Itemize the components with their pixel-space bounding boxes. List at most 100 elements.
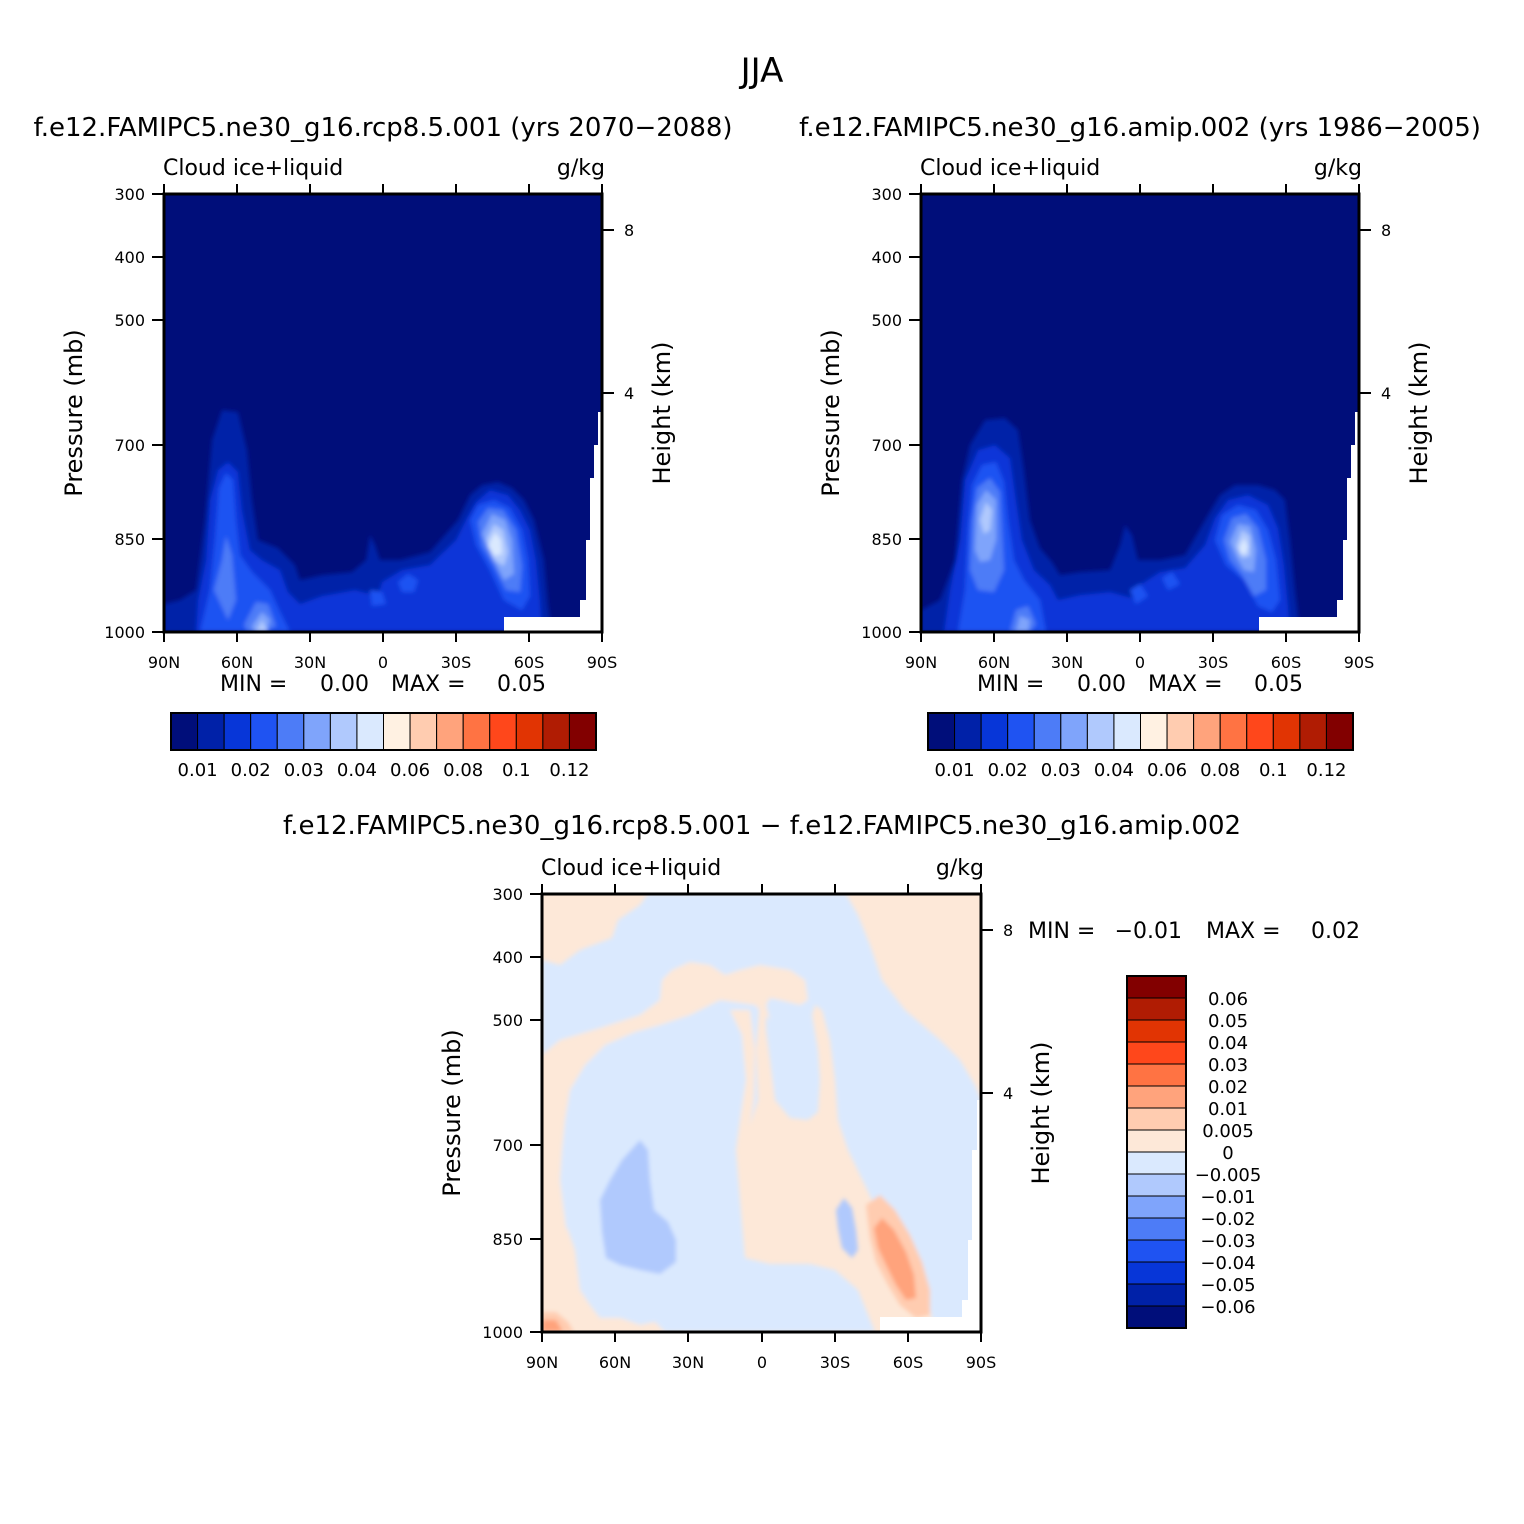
panel-3-plot-area <box>542 894 981 1332</box>
colorbar-label: 0.03 <box>284 760 324 781</box>
colorbar-swatch <box>1060 712 1088 751</box>
panel-2-x-tick-label: 60S <box>1271 653 1302 672</box>
colorbar-label: −0.04 <box>1200 1253 1255 1274</box>
panel-2-min-value: 0.00 <box>1077 672 1126 697</box>
colorbar-label: −0.05 <box>1200 1275 1255 1296</box>
colorbar-swatch <box>980 712 1009 751</box>
panel-3-y-tick-label: 300 <box>492 885 523 904</box>
colorbar-label: 0.02 <box>988 760 1028 781</box>
panel-2-title: f.e12.FAMIPC5.ne30_g16.amip.002 (yrs 198… <box>799 113 1481 143</box>
panel-1-x-tick-label: 60S <box>514 653 545 672</box>
panel-1-contour-level-5 <box>252 514 514 632</box>
panel-1-x-tick-label: 30N <box>294 653 326 672</box>
colorbar-label: 0.06 <box>1147 760 1187 781</box>
colorbar-swatch <box>1246 712 1274 751</box>
panel-1-y2-axis-title: Height (km) <box>648 342 676 485</box>
panel-1-contour-level-3 <box>200 473 530 632</box>
colorbar-swatch <box>1126 997 1187 1021</box>
panel-1-contour-level-2 <box>196 462 542 632</box>
panel-1-x-tick-label: 30S <box>441 653 472 672</box>
panel-1-y2-tick-labels: 8 4 <box>624 221 634 403</box>
panel-2-x-tick-label: 30S <box>1198 653 1229 672</box>
panel-1-units-label: g/kg <box>557 156 605 181</box>
colorbar-swatch <box>542 712 570 751</box>
panel-2-y-tick-label: 300 <box>871 185 902 204</box>
panel-3-y2-axis-title: Height (km) <box>1027 1042 1055 1185</box>
panel-3-y2-tick-label: 8 <box>1003 921 1013 940</box>
panel-2-x-tick-label: 90S <box>1344 653 1375 672</box>
panel-3-contour-negative-nh <box>600 1140 676 1274</box>
panel-1-y-axis-title: Pressure (mb) <box>60 329 88 496</box>
colorbar-swatch <box>1219 712 1248 751</box>
colorbar-label: 0.01 <box>935 760 975 781</box>
colorbar-swatch <box>1126 1041 1187 1065</box>
colorbar-swatch <box>303 712 331 751</box>
colorbar-label: 0.01 <box>178 760 218 781</box>
colorbar-label: 0.005 <box>1202 1121 1254 1142</box>
colorbar-swatch <box>1126 975 1187 999</box>
colorbar-swatch <box>356 712 384 751</box>
panel-2-y-axis-title: Pressure (mb) <box>817 329 845 496</box>
colorbar-label: 0.04 <box>337 760 377 781</box>
panel-2-y-tick-labels: 300 400 500 700 850 1000 <box>861 185 902 642</box>
panel-1-y2-tick-label: 4 <box>624 384 634 403</box>
colorbar-label: −0.005 <box>1195 1165 1262 1186</box>
panel-2-x-tick-label: 90N <box>905 653 937 672</box>
colorbar-swatch <box>1126 1107 1187 1131</box>
panel-1-x-tick-labels: 90N 60N 30N 0 30S 60S 90S <box>148 653 617 672</box>
panel-2-contour-level-7 <box>1239 538 1248 554</box>
colorbar-label: 0.02 <box>1208 1077 1248 1098</box>
panel-2-contours <box>921 418 1300 632</box>
panel-2-x-tick-label: 0 <box>1135 653 1145 672</box>
panel-1-x-tick-label: 0 <box>378 653 388 672</box>
panel-1-x-tick-label: 90N <box>148 653 180 672</box>
colorbar-label: −0.02 <box>1200 1209 1255 1230</box>
colorbar-swatch <box>276 712 305 751</box>
panel-1-title: f.e12.FAMIPC5.ne30_g16.rcp8.5.001 (yrs 2… <box>33 113 732 143</box>
panel-1-y-tick-label: 1000 <box>104 623 145 642</box>
colorbar-swatch <box>1166 712 1195 751</box>
panel-2-x-tick-label: 30N <box>1051 653 1083 672</box>
panel-1-ticks <box>152 184 614 642</box>
panel-1-min-value: 0.00 <box>320 672 369 697</box>
colorbar-swatch <box>170 712 199 751</box>
colorbar-label: 0.01 <box>1208 1099 1248 1120</box>
panel-1-plot-area <box>164 194 602 632</box>
colorbar-label: 0.04 <box>1208 1033 1248 1054</box>
colorbar-swatch <box>1193 712 1221 751</box>
panel-3-x-tick-label: 30N <box>672 1353 704 1372</box>
colorbar-swatch <box>436 712 464 751</box>
panel-2-x-tick-labels: 90N 60N 30N 0 30S 60S 90S <box>905 653 1374 672</box>
panel-3-contour-negative-sh <box>836 1198 858 1258</box>
colorbar-label: 0.03 <box>1208 1055 1248 1076</box>
colorbar-swatch <box>1126 1173 1187 1197</box>
panel-2: Cloud ice+liquid g/kg 90N 60N <box>817 156 1433 781</box>
colorbar-swatch <box>250 712 278 751</box>
panel-1-stats: MIN = 0.00 MAX = 0.05 <box>220 672 546 697</box>
colorbar-frame <box>170 712 597 751</box>
panel-2-x-tick-label: 60N <box>978 653 1010 672</box>
panel-1-colorbar: 0.01 0.02 0.03 0.04 0.06 0.08 0.1 0.12 <box>170 712 597 781</box>
panel-1-contours <box>164 410 552 632</box>
panel-3-x-tick-label: 30S <box>820 1353 851 1372</box>
panel-1-y2-tick-label: 8 <box>624 221 634 240</box>
colorbar-swatch <box>1126 1063 1187 1087</box>
colorbar-swatch <box>1272 712 1301 751</box>
panel-1-min-label: MIN = <box>220 672 287 697</box>
colorbar-label: 0.1 <box>1259 760 1288 781</box>
panel-2-field-label: Cloud ice+liquid <box>920 156 1100 181</box>
colorbar-label: 0.03 <box>1041 760 1081 781</box>
colorbar-swatch <box>462 712 491 751</box>
panel-3-contour-positive-np-2 <box>542 1320 563 1332</box>
panel-3-max-label: MAX = <box>1206 919 1281 944</box>
colorbar-label: −0.01 <box>1200 1187 1255 1208</box>
panel-1-max-value: 0.05 <box>497 672 546 697</box>
panel-2-y-tick-label: 500 <box>871 311 902 330</box>
colorbar-label: 0.06 <box>390 760 430 781</box>
panel-2-y-tick-label: 1000 <box>861 623 902 642</box>
colorbar-label: −0.03 <box>1200 1231 1255 1252</box>
panel-2-max-label: MAX = <box>1148 672 1223 697</box>
panel-2-colorbar: 0.01 0.02 0.03 0.04 0.06 0.08 0.1 0.12 <box>927 712 1354 781</box>
panel-3-y-tick-label: 500 <box>492 1011 523 1030</box>
